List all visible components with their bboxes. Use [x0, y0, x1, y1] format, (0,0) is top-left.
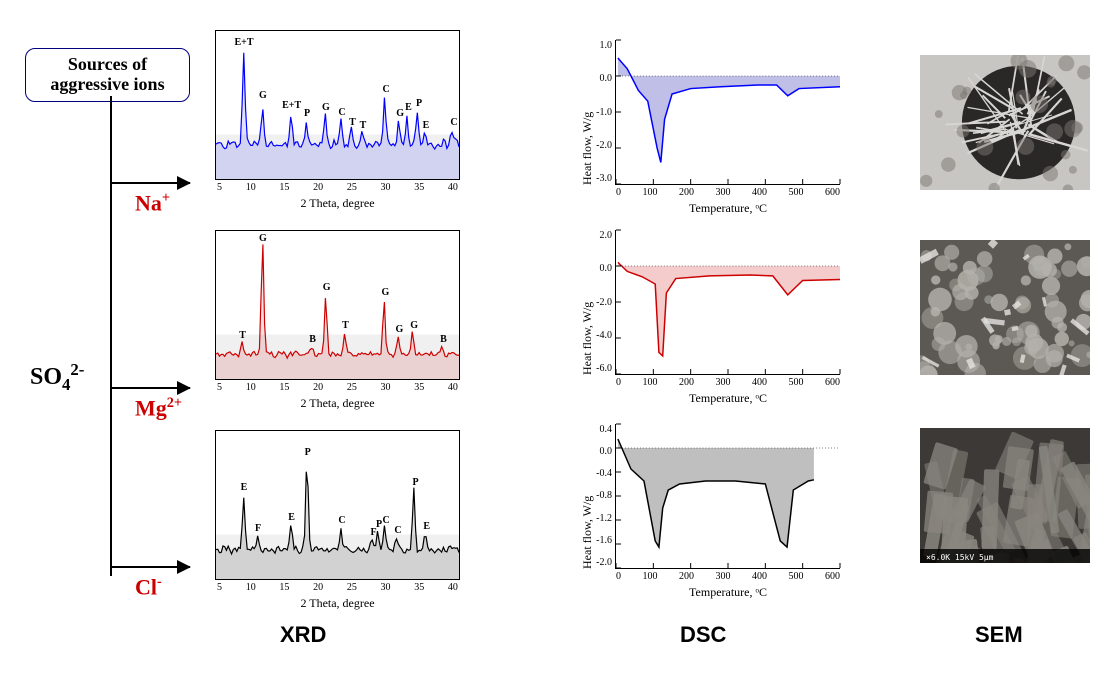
figure-root: Sources of aggressive ions SO42- XRD DSC… — [0, 0, 1109, 680]
xrd-peak-label: C — [450, 117, 457, 128]
xrd-peak-label: G — [259, 90, 267, 101]
xrd-peak-label: G — [396, 324, 404, 335]
sem-header: SEM — [975, 622, 1023, 648]
sources-box: Sources of aggressive ions — [25, 48, 190, 102]
xrd-peak-label: P — [376, 519, 382, 530]
xrd-ticks-2: 510152025303540 — [216, 582, 459, 593]
xrd-xlabel-0: 2 Theta, degree — [300, 196, 374, 211]
arrow-na — [110, 182, 190, 184]
sem-image-0 — [920, 55, 1090, 190]
xrd-peak-label: E+T — [234, 37, 253, 48]
cation-label-mg: Mg2+ — [135, 395, 182, 421]
tree-vline — [110, 96, 112, 576]
xrd-peak-label: C — [382, 515, 389, 526]
arrow-cl — [110, 566, 190, 568]
xrd-peak-label: G — [323, 282, 331, 293]
xrd-header: XRD — [280, 622, 326, 648]
sources-line1: Sources of — [30, 55, 185, 75]
xrd-peak-label: C — [394, 525, 401, 536]
xrd-peak-label: F — [255, 523, 261, 534]
xrd-peak-label: G — [396, 108, 404, 119]
xrd-peak-label: T — [349, 117, 356, 128]
xrd-peak-label: E — [423, 521, 430, 532]
xrd-peak-label: G — [382, 287, 390, 298]
cation-label-na: Na+ — [135, 190, 170, 216]
arrow-mg — [110, 387, 190, 389]
sem-image-1 — [920, 240, 1090, 375]
dsc-panel-0: 01002003004005006001.00.0-1.0-2.0-3.0Tem… — [615, 40, 840, 185]
xrd-peak-label: B — [309, 334, 316, 345]
xrd-peak-label: T — [239, 330, 246, 341]
xrd-peak-label: C — [338, 107, 345, 118]
xrd-peak-label: E — [423, 120, 430, 131]
xrd-panel-2: 5101520253035402 Theta, degreeEFEPCFPCCP… — [215, 430, 460, 580]
xrd-ticks-0: 510152025303540 — [216, 182, 459, 193]
xrd-panel-1: 5101520253035402 Theta, degreeTGBGTGGGB — [215, 230, 460, 380]
xrd-peak-label: T — [360, 120, 367, 131]
xrd-peak-label: P — [304, 108, 310, 119]
xrd-peak-label: E+T — [282, 100, 301, 111]
xrd-peak-label: G — [259, 233, 267, 244]
sources-line2: aggressive ions — [30, 75, 185, 95]
xrd-peak-label: G — [322, 102, 330, 113]
xrd-peak-label: E — [241, 482, 248, 493]
xrd-peak-label: T — [342, 320, 349, 331]
xrd-xlabel-2: 2 Theta, degree — [300, 596, 374, 611]
dsc-panel-1: 01002003004005006002.00.0-2.0-4.0-6.0Tem… — [615, 230, 840, 375]
sem-image-2: ×6.0K 15kV 5μm — [920, 428, 1090, 563]
xrd-peak-label: C — [382, 84, 389, 95]
svg-text:×6.0K 15kV 5μm: ×6.0K 15kV 5μm — [926, 553, 994, 562]
so4-label: SO42- — [30, 360, 84, 395]
xrd-peak-label: E — [405, 102, 412, 113]
xrd-peak-label: P — [416, 98, 422, 109]
xrd-peak-label: G — [410, 320, 418, 331]
xrd-peak-label: P — [412, 477, 418, 488]
xrd-xlabel-1: 2 Theta, degree — [300, 396, 374, 411]
xrd-peak-label: B — [440, 334, 447, 345]
xrd-peak-label: C — [338, 515, 345, 526]
dsc-panel-2: 01002003004005006000.40.0-0.4-0.8-1.2-1.… — [615, 424, 840, 569]
xrd-ticks-1: 510152025303540 — [216, 382, 459, 393]
dsc-header: DSC — [680, 622, 726, 648]
cation-label-cl: Cl- — [135, 574, 162, 600]
xrd-peak-label: P — [305, 447, 311, 458]
xrd-peak-label: E — [288, 512, 295, 523]
xrd-panel-0: 5101520253035402 Theta, degreeE+TGE+TPGC… — [215, 30, 460, 180]
